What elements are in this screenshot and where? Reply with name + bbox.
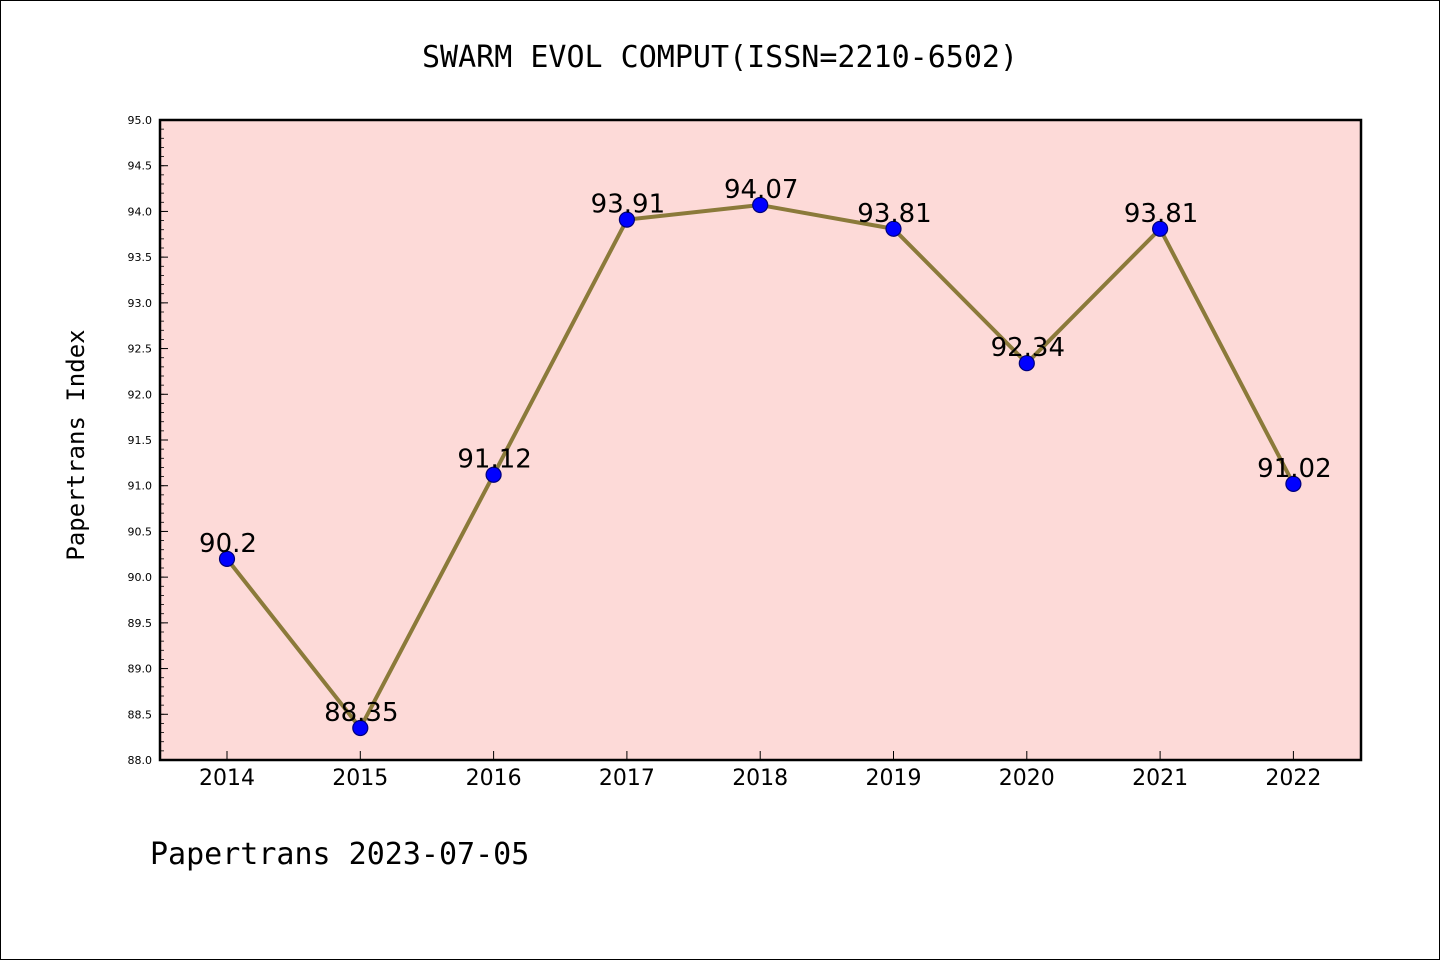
data-label: 91.02	[1257, 454, 1331, 484]
footer-text: Papertrans 2023-07-05	[150, 837, 529, 872]
x-tick-label: 2016	[466, 766, 522, 791]
data-point	[1018, 355, 1035, 372]
data-point	[218, 550, 236, 567]
y-tick-label: 92.5	[128, 343, 153, 356]
data-label: 90.2	[199, 529, 257, 559]
data-label: 94.07	[724, 175, 798, 205]
data-point	[1285, 475, 1302, 492]
y-tick-label: 93.5	[128, 251, 153, 264]
y-tick-label: 95.0	[128, 114, 153, 127]
x-tick-label: 2014	[199, 766, 255, 791]
x-tick-label: 2019	[866, 766, 922, 791]
data-label: 92.34	[991, 333, 1065, 363]
x-tick-label: 2018	[732, 766, 788, 791]
data-point	[1151, 220, 1169, 237]
y-axis-ticks: 88.0 88.5 89.0 89.5 90.0 90.5 91.0 91.5 92.0 92.5…	[128, 114, 168, 767]
data-point	[485, 466, 502, 483]
data-point	[752, 196, 769, 214]
x-tick-label: 2015	[332, 766, 388, 791]
x-tick-label: 2022	[1265, 766, 1321, 791]
data-label: 88.35	[324, 698, 398, 728]
x-tick-label: 2020	[999, 766, 1055, 791]
y-tick-label: 93.0	[128, 297, 153, 310]
y-tick-label: 88.5	[128, 708, 153, 721]
data-point	[885, 220, 902, 237]
data-label: 93.81	[1124, 199, 1198, 229]
chart-title: SWARM EVOL COMPUT(ISSN=2210-6502)	[422, 40, 1018, 75]
y-tick-label: 88.0	[128, 754, 153, 767]
y-tick-label: 94.0	[128, 205, 153, 218]
data-label: 93.91	[591, 190, 665, 220]
y-tick-label: 90.0	[128, 571, 153, 584]
marker-layer	[218, 196, 1302, 737]
data-point	[352, 719, 369, 737]
x-axis-ticks: 2014 2015 2016 2017 2018 2019 2020 2021 2022	[199, 751, 1321, 791]
data-point	[618, 211, 636, 228]
y-axis-label: Papertrans Index	[62, 329, 90, 560]
x-tick-label: 2021	[1132, 766, 1188, 791]
y-tick-label: 90.5	[128, 525, 153, 538]
y-tick-label: 91.5	[128, 434, 153, 447]
y-tick-label: 91.0	[128, 480, 153, 493]
data-label: 93.81	[857, 199, 931, 229]
x-tick-label: 2017	[599, 766, 655, 791]
y-tick-label: 89.0	[128, 663, 153, 676]
y-tick-label: 92.0	[128, 388, 153, 401]
data-label: 91.12	[457, 445, 531, 475]
y-tick-label: 89.5	[128, 617, 153, 630]
y-tick-label: 94.5	[128, 160, 153, 173]
data-label-layer: 90.2 88.35 91.12 93.91 94.07 93.81 92.34 93.81 9…	[199, 175, 1332, 728]
